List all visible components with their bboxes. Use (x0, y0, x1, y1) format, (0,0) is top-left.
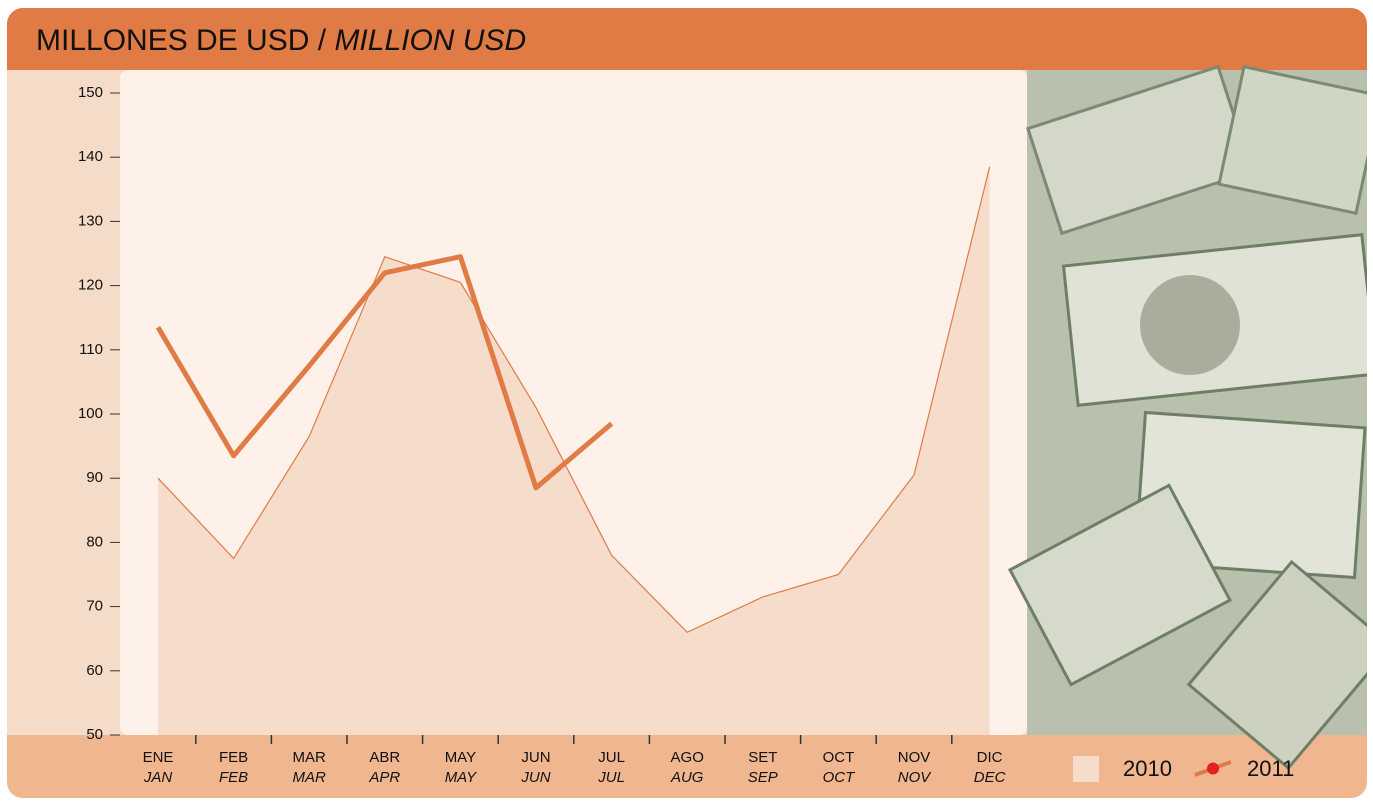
y-tick-label: 130 (78, 212, 103, 229)
x-tick-label: DIC (977, 749, 1003, 766)
x-tick-label-en: FEB (219, 769, 248, 786)
chart: MILLONES DE USD / MILLION USD 50 60 70 80 90… (0, 0, 1373, 800)
legend-dot (1207, 763, 1219, 775)
legend-label: 2011 (1247, 756, 1294, 781)
x-tick-label: FEB (219, 749, 248, 766)
x-tick-label: MAR (293, 749, 327, 766)
x-tick-label: ENE (143, 749, 174, 766)
chart-title: MILLONES DE USD / MILLION USD (36, 24, 526, 57)
y-tick-label: 50 (86, 726, 103, 743)
x-tick-label-en: SEP (748, 769, 778, 786)
x-tick-label-en: JAN (143, 769, 173, 786)
x-tick-label-en: MAR (293, 769, 327, 786)
y-tick-label: 140 (78, 148, 103, 165)
x-tick-label-en: MAY (445, 769, 477, 786)
x-tick-label-en: NOV (898, 769, 933, 786)
y-tick-label: 110 (79, 341, 103, 358)
x-tick-label: JUN (521, 749, 550, 766)
money-photo (1010, 67, 1373, 768)
x-tick-label: OCT (823, 749, 855, 766)
legend-swatch (1073, 756, 1099, 782)
x-tick-label: MAY (445, 749, 476, 766)
x-tick-label-en: AUG (670, 769, 704, 786)
x-tick-label: NOV (898, 749, 931, 766)
y-tick-label: 100 (78, 405, 103, 422)
y-tick-label: 120 (78, 277, 103, 294)
x-tick-label-en: APR (368, 769, 400, 786)
x-tick-label-en: JUN (520, 769, 550, 786)
title-es: MILLONES DE USD (36, 24, 309, 57)
x-tick-label: AGO (671, 749, 704, 766)
x-tick-label-en: JUL (597, 769, 625, 786)
x-tick-label: SET (748, 749, 777, 766)
x-tick-label: JUL (598, 749, 625, 766)
legend-label: 2010 (1123, 756, 1172, 781)
x-tick-label-en: OCT (823, 769, 857, 786)
y-tick-label: 70 (86, 598, 103, 615)
y-tick-label: 80 (86, 533, 103, 550)
title-separator: / (318, 24, 327, 57)
x-tick-label: ABR (369, 749, 400, 766)
page: MILLONES DE USD / MILLION USD 50 60 70 80 90… (0, 0, 1373, 805)
y-tick-label: 60 (86, 662, 103, 679)
x-tick-label-en: DEC (974, 769, 1006, 786)
y-tick-label: 90 (86, 469, 103, 486)
y-tick-label: 150 (78, 84, 103, 101)
title-en: MILLION USD (334, 24, 526, 57)
